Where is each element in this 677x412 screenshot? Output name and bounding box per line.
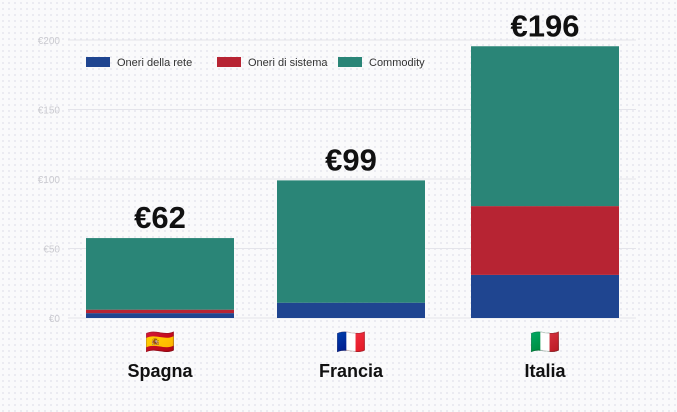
bar-segment <box>471 274 619 318</box>
legend-label: Oneri della rete <box>117 57 192 69</box>
total-label: €196 <box>511 8 580 43</box>
y-tick-label: €200 <box>38 36 61 47</box>
y-tick-label: €150 <box>38 106 61 117</box>
bar-segment <box>471 206 619 275</box>
bar-segment <box>86 313 234 318</box>
total-label: €62 <box>134 200 186 235</box>
flag-icon: 🇫🇷 <box>336 329 366 356</box>
bar-segment <box>86 238 234 310</box>
category-label: Francia <box>319 361 384 381</box>
legend-swatch <box>217 57 241 67</box>
y-tick-label: €0 <box>49 314 61 325</box>
legend-label: Oneri di sistema <box>248 57 328 69</box>
legend-label: Commodity <box>369 57 425 69</box>
y-tick-label: €50 <box>43 245 60 256</box>
bar-segment <box>86 309 234 314</box>
flag-icon: 🇪🇸 <box>145 329 175 356</box>
y-tick-label: €100 <box>38 175 61 186</box>
legend-swatch <box>338 57 362 67</box>
labels: €62 🇪🇸 Spagna €99 🇫🇷 Francia €196 🇮🇹 Italia <box>127 8 579 381</box>
bar-segment <box>277 302 425 318</box>
category-label: Italia <box>524 361 566 381</box>
total-label: €99 <box>325 142 377 177</box>
legend: Oneri della rete Oneri di sistema Commodit… <box>86 57 425 69</box>
bar-segment <box>277 180 425 303</box>
bars <box>86 46 619 318</box>
legend-swatch <box>86 57 110 67</box>
bar-segment <box>471 46 619 207</box>
category-label: Spagna <box>127 361 193 381</box>
flag-icon: 🇮🇹 <box>530 329 560 356</box>
